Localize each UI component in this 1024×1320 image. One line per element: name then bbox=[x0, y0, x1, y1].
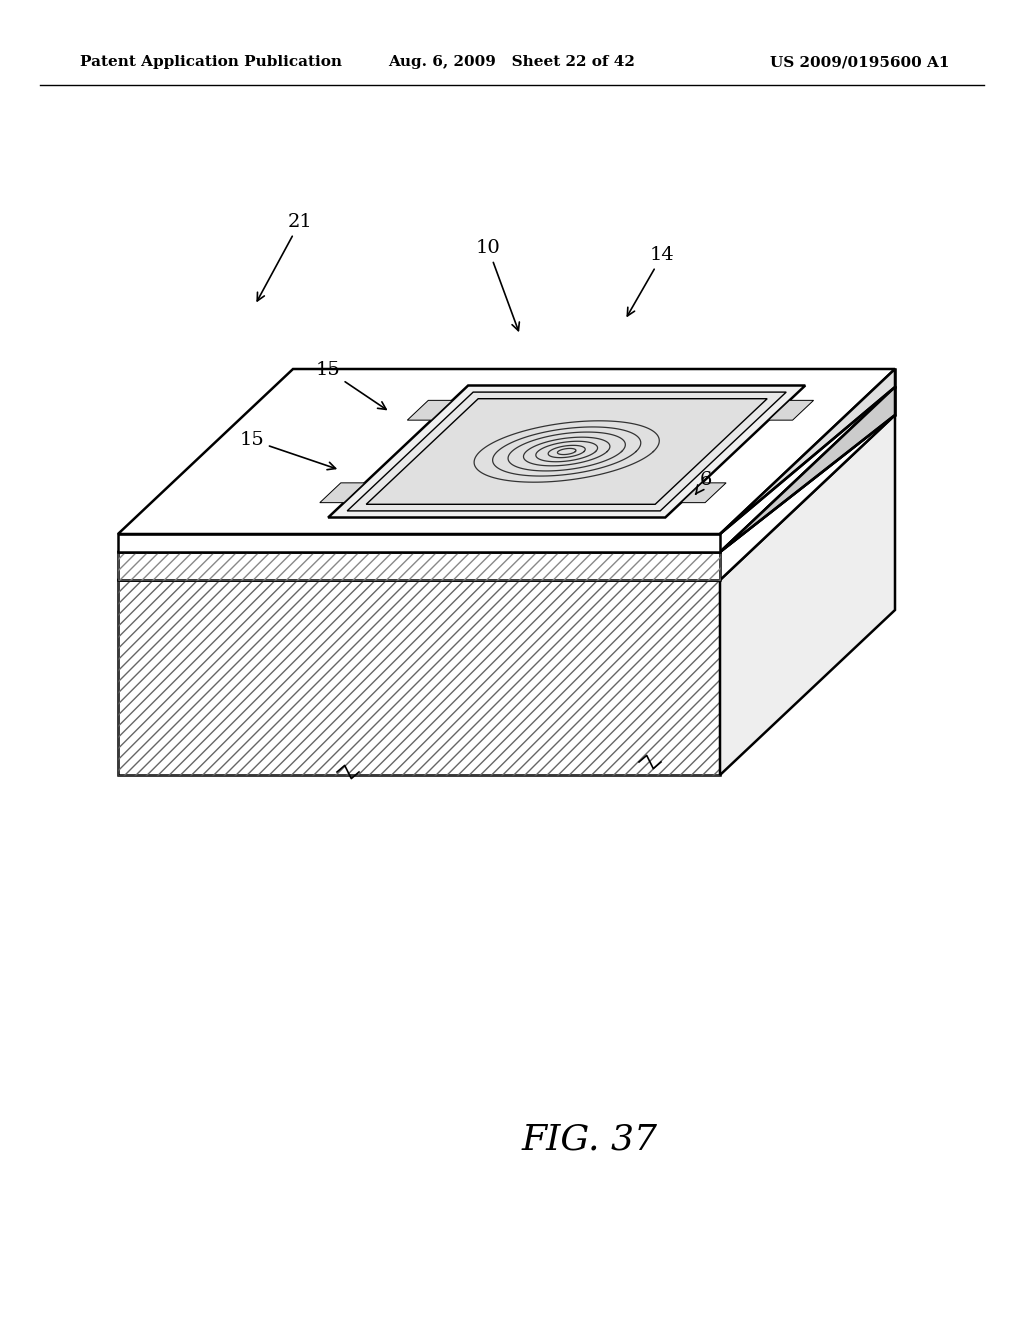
Polygon shape bbox=[720, 387, 895, 552]
Text: 14: 14 bbox=[628, 246, 675, 315]
Polygon shape bbox=[347, 392, 786, 511]
Polygon shape bbox=[118, 579, 720, 775]
Polygon shape bbox=[118, 535, 720, 552]
Text: 10: 10 bbox=[475, 239, 519, 330]
Text: Aug. 6, 2009   Sheet 22 of 42: Aug. 6, 2009 Sheet 22 of 42 bbox=[388, 55, 636, 69]
Polygon shape bbox=[768, 400, 814, 420]
Text: FIG. 37: FIG. 37 bbox=[522, 1123, 658, 1158]
Text: US 2009/0195600 A1: US 2009/0195600 A1 bbox=[770, 55, 950, 69]
Polygon shape bbox=[367, 399, 767, 504]
Polygon shape bbox=[118, 370, 895, 535]
Polygon shape bbox=[118, 387, 895, 552]
Text: 15: 15 bbox=[240, 432, 336, 470]
Polygon shape bbox=[720, 370, 895, 535]
Polygon shape bbox=[720, 387, 895, 552]
Text: Patent Application Publication: Patent Application Publication bbox=[80, 55, 342, 69]
Polygon shape bbox=[118, 552, 720, 579]
Polygon shape bbox=[408, 400, 453, 420]
Text: 6: 6 bbox=[695, 471, 713, 494]
Polygon shape bbox=[681, 483, 726, 503]
Text: 15: 15 bbox=[315, 360, 386, 409]
Polygon shape bbox=[118, 414, 895, 579]
Polygon shape bbox=[319, 483, 365, 503]
Polygon shape bbox=[328, 385, 805, 517]
Text: 21: 21 bbox=[257, 213, 312, 301]
Polygon shape bbox=[720, 414, 895, 775]
